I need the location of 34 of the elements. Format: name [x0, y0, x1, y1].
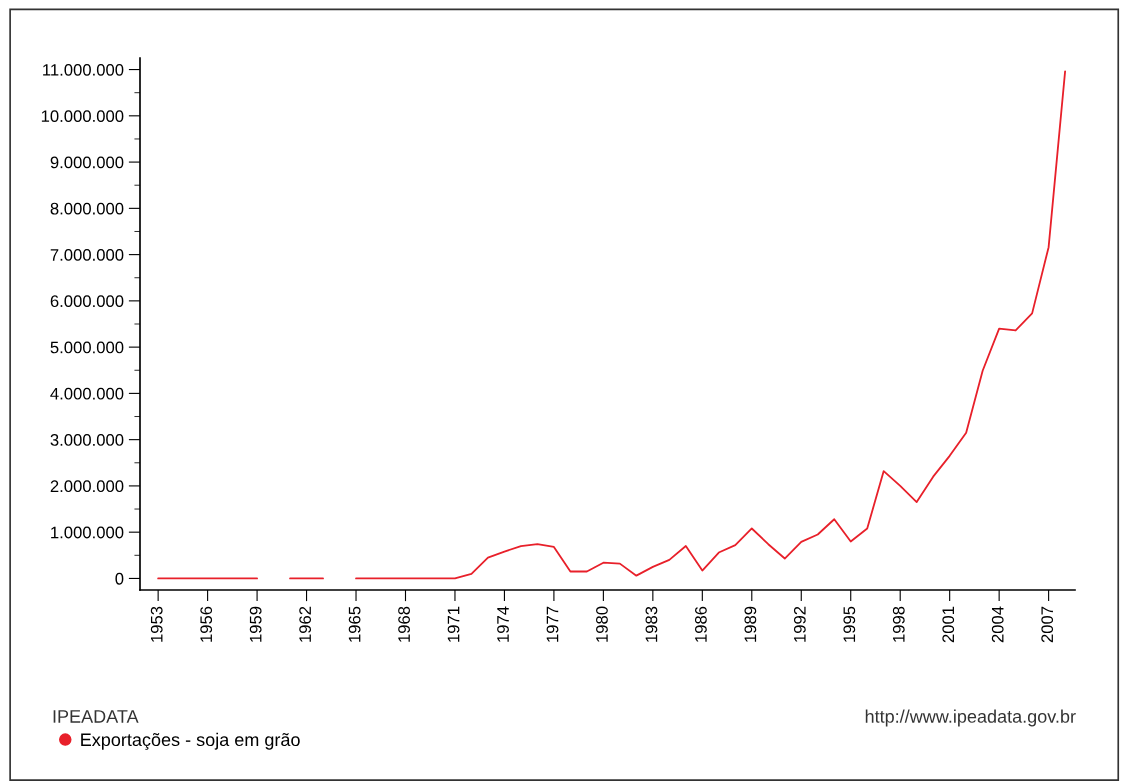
- y-tick-label: 3.000.000: [50, 434, 124, 446]
- x-tick-label: 1977: [546, 606, 559, 642]
- x-tick-label: 1962: [299, 606, 312, 642]
- x-tick-label: 1971: [447, 606, 460, 642]
- x-tick-label: 1983: [645, 606, 658, 642]
- x-tick-label: 1956: [200, 606, 213, 642]
- x-tick-label: 1974: [497, 606, 509, 642]
- y-tick-label: 11.000.000: [43, 63, 124, 76]
- y-tick-label: 2.000.000: [50, 480, 124, 493]
- x-tick-label: 2001: [942, 606, 955, 643]
- x-tick-label: 2004: [991, 606, 1004, 643]
- x-tick-label: 1986: [694, 606, 707, 642]
- legend-label: Exportações - soja em grão: [81, 732, 300, 750]
- x-tick-label: 2007: [1041, 606, 1054, 643]
- x-tick-label: 1980: [596, 606, 608, 642]
- x-tick-label: 1953: [150, 606, 163, 642]
- y-tick-label: 8.000.000: [50, 202, 124, 215]
- y-tick-label: 0: [115, 572, 124, 585]
- y-tick-label: 5.000.000: [50, 341, 124, 354]
- x-tick-label: 1995: [843, 606, 856, 642]
- x-tick-label: 1959: [249, 606, 262, 642]
- x-tick-label: 1992: [793, 606, 806, 642]
- x-tick-label: 1968: [398, 606, 410, 642]
- x-tick-label: 1998: [892, 606, 905, 642]
- x-tick-label: 1965: [348, 606, 361, 642]
- x-tick-label: 1989: [744, 606, 757, 642]
- y-tick-label: 4.000.000: [50, 387, 124, 400]
- y-tick-label: 9.000.000: [50, 156, 124, 169]
- y-tick-label: 1.000.000: [51, 526, 124, 539]
- y-tick-label: 7.000.000: [50, 249, 124, 261]
- text: IPEADATA: [53, 710, 139, 723]
- y-tick-label: 6.000.000: [50, 295, 124, 308]
- text: http://www.ipeadata.gov.br: [865, 709, 1076, 727]
- y-tick-label: 10.000.000: [41, 110, 124, 123]
